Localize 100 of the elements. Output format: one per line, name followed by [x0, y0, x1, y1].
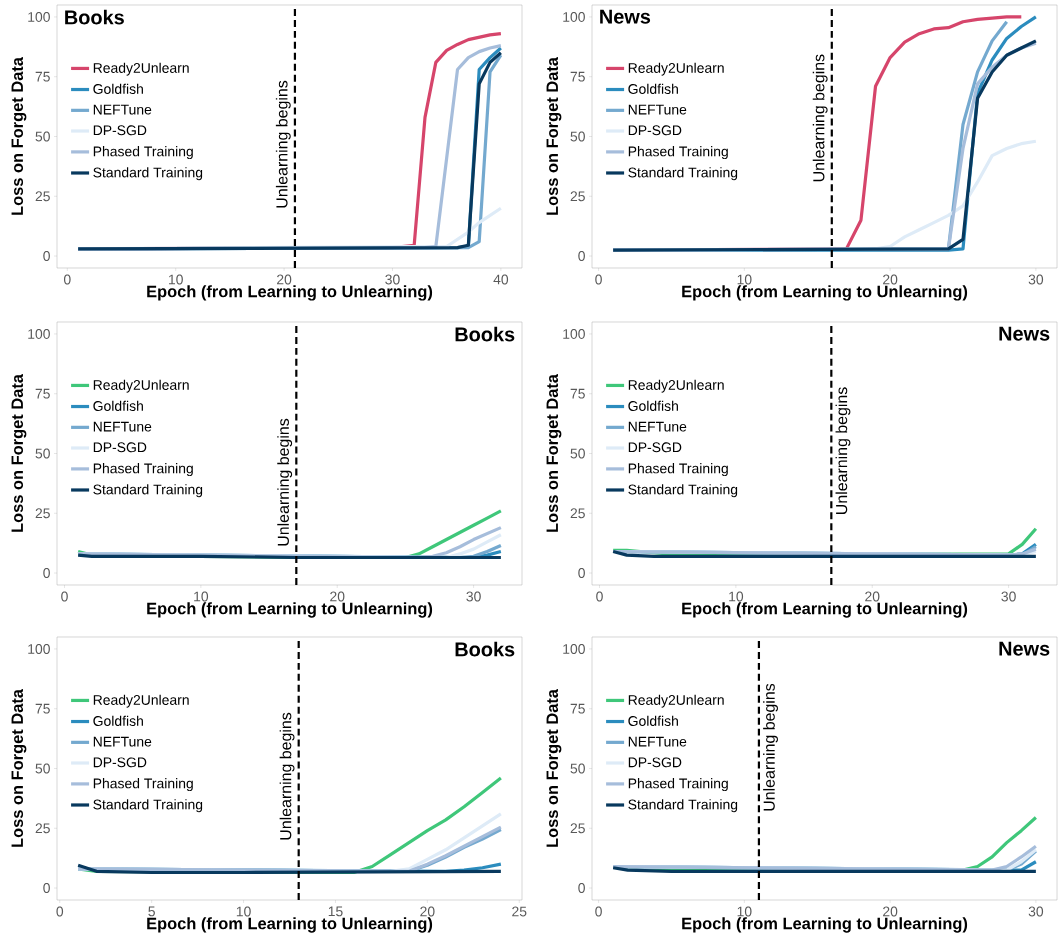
- ref-line-label: Unlearning begins: [763, 683, 778, 811]
- legend-label: NEFTune: [93, 736, 152, 747]
- y-tick-label: 0: [43, 883, 50, 893]
- legend-label: DP-SGD: [93, 757, 147, 768]
- y-tick-label: 0: [578, 883, 585, 893]
- chart-title: Books: [455, 641, 515, 657]
- y-tick-label: 50: [570, 131, 585, 142]
- chart-title: News: [999, 641, 1050, 656]
- chart-title: News: [600, 9, 651, 24]
- y-tick-label: 50: [570, 448, 585, 459]
- legend-label: NEFTune: [628, 736, 687, 747]
- x-tick-label: 20: [277, 274, 292, 285]
- y-tick-label: 0: [578, 568, 585, 578]
- ref-line-label: Unlearning begins: [835, 387, 851, 514]
- ref-line-label: Unlearning begins: [279, 712, 295, 840]
- y-tick-label: 0: [43, 251, 50, 261]
- x-tick-label: 40: [493, 274, 509, 285]
- x-tick-label: 10: [169, 274, 183, 285]
- x-axis-title: Epoch (from Learning to Unlearning): [147, 285, 433, 301]
- legend-label: NEFTune: [93, 104, 152, 115]
- y-tick-label: 25: [35, 508, 50, 519]
- y-tick-label: 50: [35, 131, 50, 142]
- legend-label: Phased Training: [628, 463, 728, 477]
- x-tick-label: 10: [236, 906, 251, 917]
- y-tick-label: 25: [570, 823, 585, 834]
- legend-label: Ready2Unlearn: [628, 62, 724, 76]
- legend-label: Standard Training: [628, 799, 738, 813]
- legend-label: Goldfish: [93, 83, 143, 94]
- y-tick-label: 50: [35, 448, 50, 459]
- ref-line-label: Unlearning begins: [812, 54, 828, 182]
- x-tick-label: 25: [512, 906, 527, 917]
- y-tick-label: 100: [563, 644, 585, 654]
- x-tick-label: 20: [420, 906, 435, 917]
- x-tick-label: 15: [328, 906, 343, 917]
- x-tick-label: 20: [865, 591, 880, 602]
- legend-label: Goldfish: [93, 715, 143, 726]
- x-tick-label: 0: [63, 274, 71, 285]
- y-axis-title: Loss on Forget Data: [546, 56, 562, 215]
- legend-label: Phased Training: [93, 146, 193, 160]
- y-tick-label: 25: [570, 508, 585, 519]
- legend-label: Goldfish: [628, 400, 678, 411]
- y-tick-label: 75: [570, 388, 585, 399]
- y-axis-title: Loss on Forget Data: [546, 373, 562, 532]
- y-tick-label: 75: [570, 703, 585, 714]
- ref-line-label: Unlearning begins: [275, 80, 291, 208]
- legend-label: Standard Training: [628, 484, 738, 498]
- y-tick-label: 100: [28, 11, 50, 22]
- y-axis-title: Loss on Forget Data: [11, 56, 27, 215]
- legend-label: Goldfish: [93, 400, 143, 411]
- legend-label: DP-SGD: [93, 442, 147, 453]
- legend-label: Ready2Unlearn: [628, 694, 724, 708]
- y-tick-label: 25: [35, 191, 50, 202]
- legend-label: NEFTune: [628, 421, 687, 432]
- legend-label: NEFTune: [628, 104, 687, 115]
- y-tick-label: 0: [578, 251, 585, 261]
- legend-label: Goldfish: [628, 83, 678, 94]
- y-tick-label: 100: [563, 329, 585, 339]
- legend-label: Phased Training: [93, 463, 193, 477]
- y-tick-label: 75: [35, 71, 50, 82]
- x-tick-label: 10: [194, 591, 209, 602]
- x-tick-label: 0: [56, 906, 64, 917]
- y-axis-title: Loss on Forget Data: [11, 688, 27, 847]
- legend-label: DP-SGD: [628, 757, 682, 768]
- y-tick-label: 50: [35, 763, 50, 774]
- y-tick-label: 50: [570, 763, 585, 774]
- legend-label: Ready2Unlearn: [628, 379, 724, 393]
- x-tick-label: 0: [595, 274, 602, 285]
- x-axis-title: Epoch (from Learning to Unlearning): [682, 285, 968, 301]
- x-tick-label: 10: [737, 906, 752, 917]
- legend-label: Phased Training: [93, 778, 193, 792]
- y-tick-label: 100: [28, 644, 50, 654]
- y-axis-title: Loss on Forget Data: [546, 688, 562, 847]
- legend-label: Standard Training: [628, 167, 738, 181]
- y-tick-label: 75: [570, 71, 585, 82]
- legend-label: Phased Training: [628, 778, 728, 792]
- x-tick-label: 0: [596, 591, 603, 602]
- x-axis-title: Epoch (from Learning to Unlearning): [682, 917, 968, 933]
- y-tick-label: 100: [563, 11, 585, 22]
- chart-title: Books: [65, 9, 124, 25]
- x-tick-label: 0: [595, 906, 602, 917]
- legend-label: Standard Training: [93, 167, 203, 181]
- legend-label: Ready2Unlearn: [93, 62, 189, 76]
- legend-label: DP-SGD: [628, 442, 682, 453]
- y-tick-label: 25: [35, 823, 50, 834]
- x-tick-label: 30: [385, 274, 400, 285]
- x-tick-label: 20: [330, 591, 345, 602]
- y-tick-label: 75: [35, 703, 50, 714]
- x-tick-label: 20: [883, 906, 898, 917]
- chart-title: News: [999, 326, 1050, 341]
- legend-label: Standard Training: [93, 484, 203, 498]
- x-tick-label: 30: [1028, 274, 1044, 285]
- x-axis-title: Epoch (from Learning to Unlearning): [147, 602, 433, 618]
- x-axis-title: Epoch (from Learning to Unlearning): [147, 917, 433, 933]
- x-tick-label: 0: [61, 591, 68, 602]
- legend-label: Ready2Unlearn: [93, 694, 189, 708]
- y-tick-label: 0: [43, 568, 50, 578]
- legend-label: Goldfish: [628, 715, 678, 726]
- legend-label: DP-SGD: [93, 125, 147, 136]
- x-tick-label: 10: [737, 274, 752, 285]
- y-tick-label: 75: [35, 388, 50, 399]
